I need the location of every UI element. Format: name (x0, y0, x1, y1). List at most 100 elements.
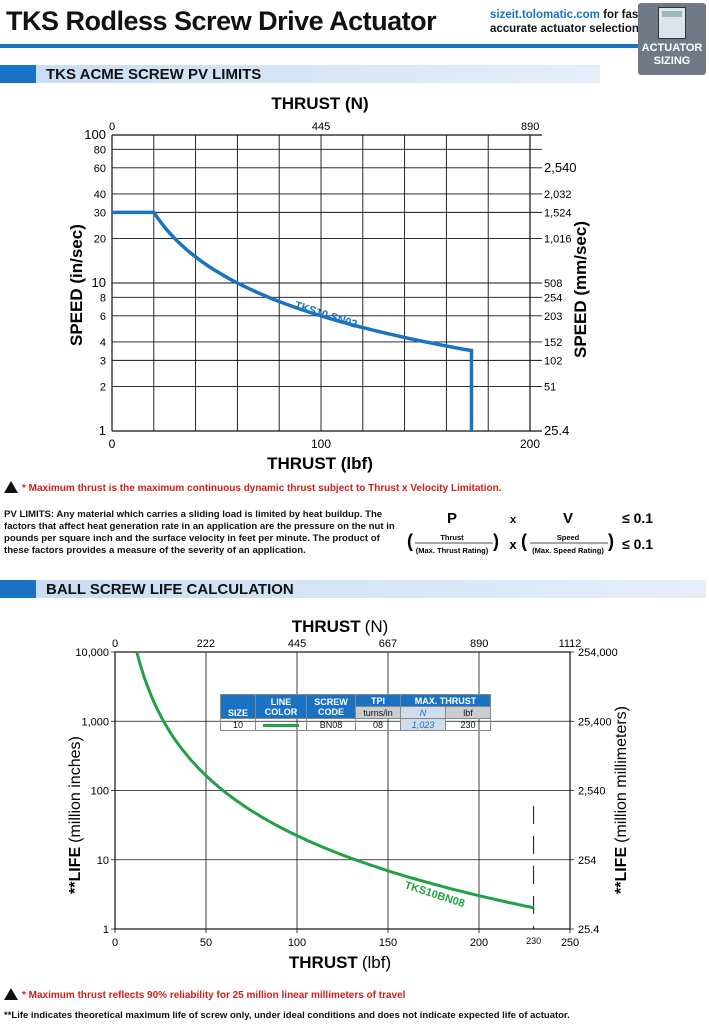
life-legend-table: SIZE LINE COLOR SCREW CODE TPI MAX. THRU… (220, 694, 491, 731)
green-line-swatch (263, 723, 299, 727)
formula-speed: Speed (557, 533, 580, 542)
life-top-tick: 445 (288, 638, 306, 650)
cell-line-color (255, 718, 307, 731)
page-title: TKS Rodless Screw Drive Actuator (6, 6, 437, 36)
cell-max-n: 1,023 (400, 718, 446, 731)
life-right-tick: 25,400 (578, 716, 612, 728)
pv-curve-tks10-sn02 (112, 210, 474, 432)
pv-left-tick: 3 (100, 355, 106, 367)
svg-text:(: ( (407, 531, 413, 551)
pv-left-tick: 80 (94, 144, 106, 156)
formula-v: V (563, 510, 573, 527)
life-left-tick: 100 (91, 786, 109, 798)
life-note-text: * Maximum thrust reflects 90% reliabilit… (22, 990, 406, 1001)
formula-le-top: ≤ 0.1 (622, 510, 653, 526)
actuator-sizing-badge[interactable]: ACTUATOR SIZING (638, 3, 706, 75)
formula-le-bottom: ≤ 0.1 (622, 536, 653, 552)
pv-left-tick: 4 (100, 337, 106, 349)
pv-right-tick: 2,032 (544, 189, 572, 201)
link-text-1: for fast, (599, 9, 646, 21)
pv-warning-note: * Maximum thrust is the maximum continuo… (4, 481, 502, 494)
section-header-ball: BALL SCREW LIFE CALCULATION (0, 580, 706, 598)
pv-right-tick: 102 (544, 355, 562, 367)
life-bottom-tick: 100 (288, 937, 306, 949)
life-left-tick: 1,000 (81, 716, 109, 728)
badge-line-2: SIZING (653, 55, 691, 67)
pv-right-tick: 203 (544, 311, 562, 323)
formula-x-bottom: x (509, 537, 517, 552)
pv-left-tick: 10 (92, 275, 106, 290)
badge-line-1: ACTUATOR (641, 42, 703, 54)
svg-text:): ) (608, 531, 614, 551)
svg-text:(: ( (521, 531, 527, 551)
pv-right-tick: 51 (544, 381, 556, 393)
pv-top-tick: 0 (109, 121, 115, 133)
pv-bottom-axis-title: THRUST (lbf) (267, 454, 373, 473)
section-title-ball: BALL SCREW LIFE CALCULATION (46, 581, 294, 598)
life-bottom-tick: 250 (561, 937, 579, 949)
life-left-axis-title: **LIFE(million inches) (67, 736, 84, 894)
life-top-axis-title: THRUST (N) (292, 617, 389, 636)
life-bottom-tick: 50 (200, 937, 212, 949)
pv-left-axis-title: SPEED (in/sec) (67, 224, 86, 346)
pv-left-tick: 1 (99, 423, 106, 438)
pv-right-tick: 1,016 (544, 233, 572, 245)
pv-bottom-tick: 100 (311, 437, 331, 451)
life-curve-tks10bn08 (135, 651, 534, 910)
th-screw-code: SCREW CODE (306, 694, 356, 719)
life-bottom-tick: 150 (379, 937, 397, 949)
formula-thrust: Thrust (440, 533, 464, 542)
life-extra-tick: 230 (526, 936, 541, 946)
life-right-tick: 25.4 (578, 924, 599, 936)
cell-max-lbf: 230 (445, 718, 491, 731)
life-bottom-tick: 0 (112, 937, 118, 949)
pv-right-tick: 2,540 (544, 160, 577, 175)
life-left-tick: 10,000 (75, 647, 109, 659)
pv-bottom-tick: 0 (109, 437, 116, 451)
formula-max-thrust: (Max. Thrust Rating) (416, 546, 489, 555)
life-right-axis-title: **LIFE(million millimeters) (613, 706, 630, 894)
life-right-tick: 254,000 (578, 647, 618, 659)
svg-text:): ) (493, 531, 499, 551)
cell-size: 10 (220, 718, 256, 731)
warning-icon (4, 481, 18, 493)
pv-top-tick: 890 (521, 121, 539, 133)
pv-limits-chart: THRUST (N) THRUST (lbf) SPEED (in/sec) S… (67, 94, 590, 473)
warning-icon (4, 988, 18, 1000)
pv-left-tick: 6 (100, 311, 106, 323)
life-top-tick: 1112 (559, 638, 582, 650)
sizeit-link[interactable]: sizeit.tolomatic.com (490, 9, 600, 21)
pv-left-tick: 100 (84, 127, 106, 142)
pv-left-tick: 20 (94, 233, 106, 245)
th-turns-in: turns/in (355, 706, 401, 719)
pv-right-tick: 1,524 (544, 207, 572, 219)
life-warning-note: * Maximum thrust reflects 90% reliabilit… (4, 988, 405, 1001)
life-bottom-axis-title: THRUST (lbf) (289, 953, 391, 972)
life-top-tick: 0 (112, 638, 118, 650)
formula-p: P (447, 510, 457, 527)
pv-left-tick: 60 (94, 163, 106, 175)
pv-curve-label: TKS10 SN02 (293, 299, 358, 330)
section-header-pv: TKS ACME SCREW PV LIMITS (0, 65, 600, 83)
formula-x-top: x (510, 514, 517, 526)
pv-right-axis-title: SPEED (mm/sec) (571, 221, 590, 358)
pv-note-text: * Maximum thrust is the maximum continuo… (22, 483, 502, 494)
link-text-2: accurate actuator selection (490, 23, 639, 35)
pv-bottom-tick: 200 (520, 437, 540, 451)
life-right-tick: 2,540 (578, 786, 606, 798)
ball-screw-life-chart: THRUST (N) THRUST (lbf) **LIFE(million inc… (67, 617, 630, 972)
pv-top-tick: 445 (312, 121, 330, 133)
th-max-thrust: MAX. THRUST (400, 694, 491, 707)
th-line-color: LINE COLOR (255, 694, 307, 719)
pv-description: PV LIMITS: Any material which carries a … (4, 509, 395, 556)
cell-screw-code: BN08 (306, 718, 356, 731)
pv-right-tick: 25.4 (544, 423, 569, 438)
life-top-tick: 667 (379, 638, 397, 650)
header-link-text: sizeit.tolomatic.com for fast, accurate … (490, 8, 645, 36)
pv-top-axis-title: THRUST (N) (271, 94, 368, 113)
life-left-tick: 1 (103, 924, 109, 936)
pv-right-tick: 254 (544, 292, 562, 304)
life-bottom-tick: 200 (470, 937, 488, 949)
section-title-pv: TKS ACME SCREW PV LIMITS (46, 66, 262, 83)
life-right-tick: 254 (578, 855, 596, 867)
